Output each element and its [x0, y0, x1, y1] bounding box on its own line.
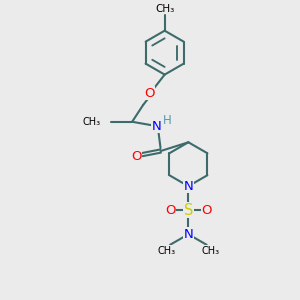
Text: N: N — [184, 228, 193, 241]
Text: O: O — [165, 204, 175, 217]
Text: O: O — [201, 204, 212, 217]
Text: O: O — [131, 149, 142, 163]
Text: CH₃: CH₃ — [83, 117, 101, 127]
Text: CH₃: CH₃ — [155, 4, 174, 14]
Text: CH₃: CH₃ — [158, 246, 176, 256]
Text: S: S — [184, 203, 193, 218]
Text: N: N — [184, 180, 193, 193]
Text: CH₃: CH₃ — [201, 246, 219, 256]
Text: N: N — [152, 120, 162, 133]
Text: H: H — [163, 114, 172, 127]
Text: O: O — [144, 87, 154, 100]
